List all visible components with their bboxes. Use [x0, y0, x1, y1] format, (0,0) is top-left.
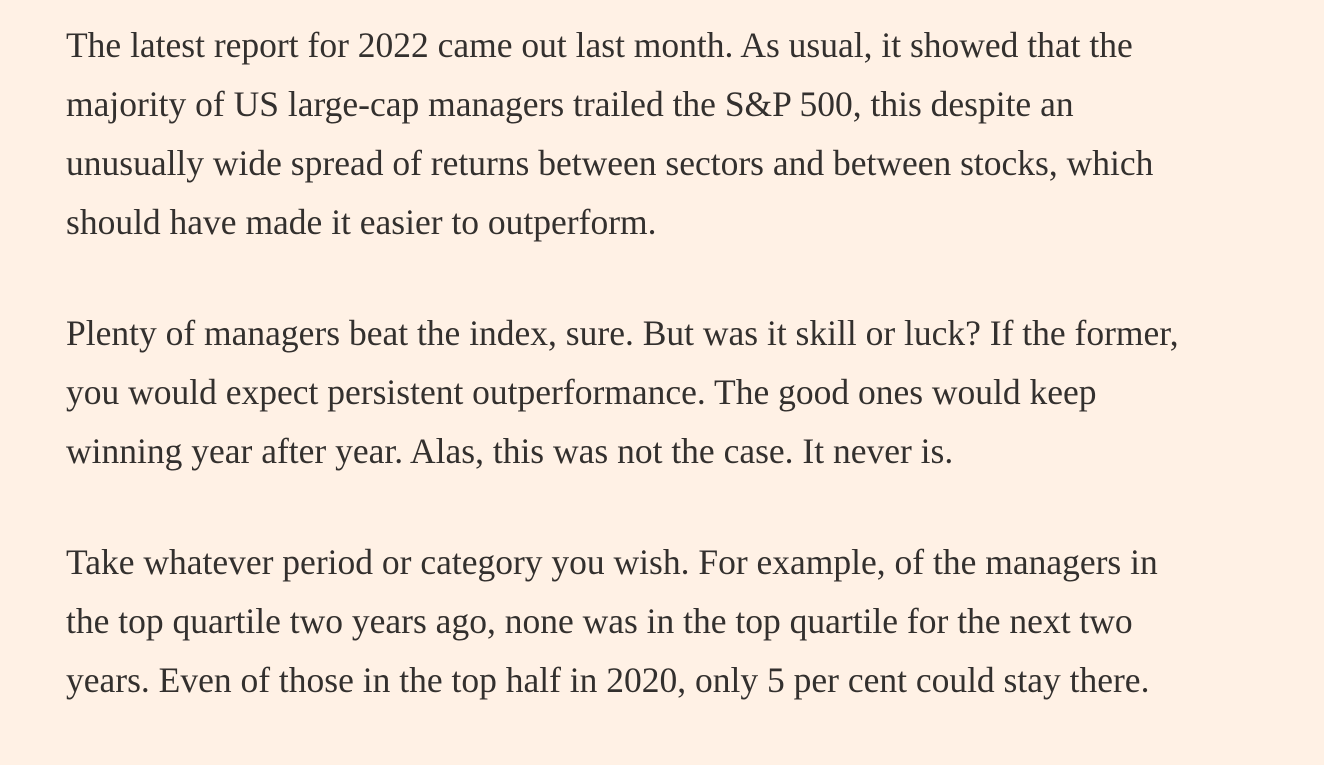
text-line: Take whatever period or category you wis… — [66, 542, 1158, 582]
text-line: majority of US large-cap managers traile… — [66, 84, 1074, 124]
text-line: years. Even of those in the top half in … — [66, 660, 1150, 700]
text-line: should have made it easier to outperform… — [66, 202, 657, 242]
paragraph-3: Take whatever period or category you wis… — [66, 533, 1324, 710]
article-body: The latest report for 2022 came out last… — [66, 16, 1324, 710]
text-line: unusually wide spread of returns between… — [66, 143, 1154, 183]
text-line: The latest report for 2022 came out last… — [66, 25, 1133, 65]
paragraph-1: The latest report for 2022 came out last… — [66, 16, 1324, 252]
text-line: you would expect persistent outperforman… — [66, 372, 1097, 412]
text-line: the top quartile two years ago, none was… — [66, 601, 1133, 641]
paragraph-2: Plenty of managers beat the index, sure.… — [66, 304, 1324, 481]
text-line: Plenty of managers beat the index, sure.… — [66, 313, 1179, 353]
text-line: winning year after year. Alas, this was … — [66, 431, 954, 471]
